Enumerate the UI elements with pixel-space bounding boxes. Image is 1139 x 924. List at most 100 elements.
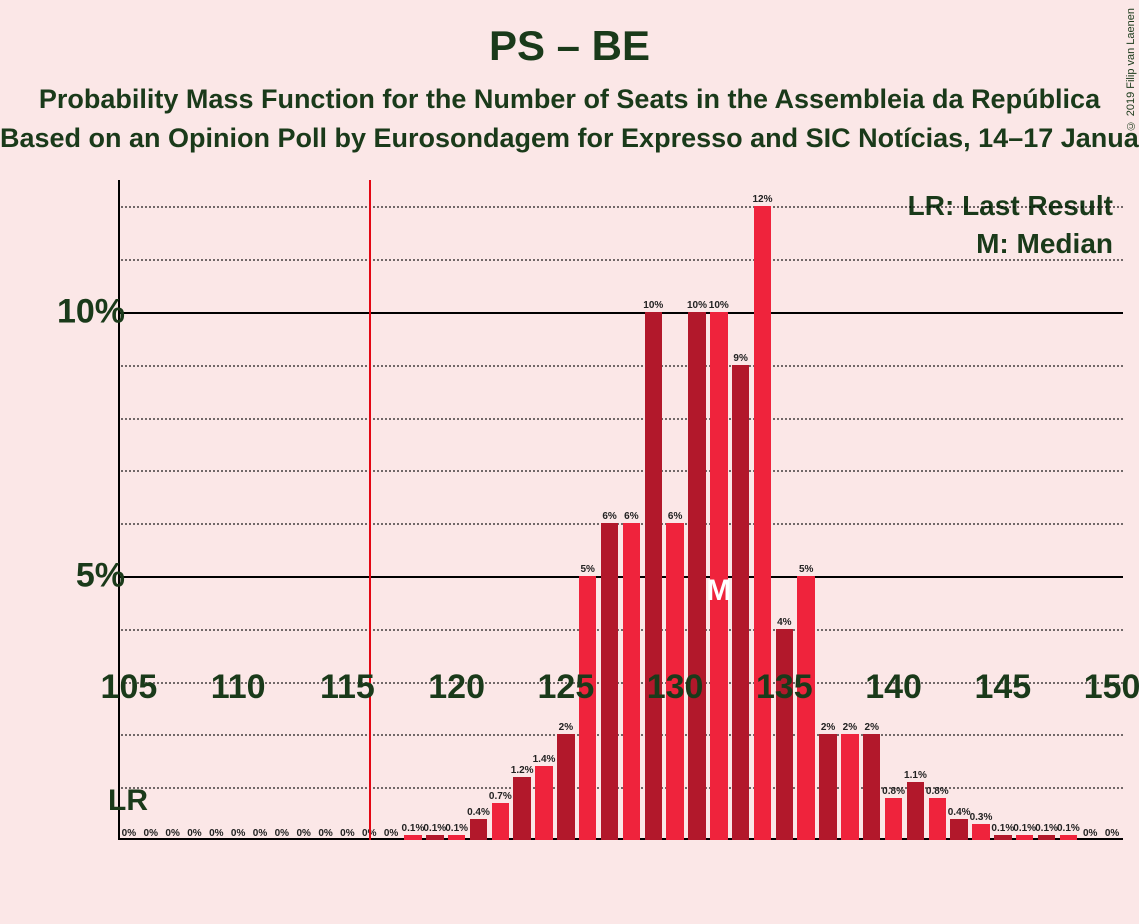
bar: 0.3% — [972, 824, 989, 840]
bar: 10% — [645, 312, 662, 840]
bar-value-label: 0.8% — [926, 786, 949, 798]
grid-major — [118, 576, 1123, 578]
bar-value-label: 0.1% — [423, 823, 446, 835]
x-tick-label: 130 — [647, 668, 704, 707]
grid-minor — [118, 629, 1123, 631]
bar: 0.1% — [1016, 835, 1033, 840]
y-axis-line — [118, 180, 120, 840]
chart-subtitle: Probability Mass Function for the Number… — [0, 70, 1139, 115]
x-tick-label: 120 — [428, 668, 485, 707]
x-tick-label: 150 — [1084, 668, 1139, 707]
x-tick-label: 115 — [320, 668, 375, 707]
bar-value-label: 2% — [865, 722, 879, 734]
x-tick-label: 110 — [211, 668, 266, 707]
bar: 1.2% — [513, 777, 530, 840]
pmf-bar-chart: LR: Last Result M: Median 0%0%0%0%0%0%0%… — [118, 180, 1123, 840]
grid-minor — [118, 418, 1123, 420]
bar: 1.1% — [907, 782, 924, 840]
grid-minor — [118, 470, 1123, 472]
bar-value-label: 0.1% — [1013, 823, 1036, 835]
bar: 0.7% — [492, 803, 509, 840]
bar: 0.1% — [404, 835, 421, 840]
bar-value-label: 0.1% — [991, 823, 1014, 835]
bar-value-label: 0.8% — [882, 786, 905, 798]
bar-value-label: 0.7% — [489, 791, 512, 803]
bar-value-label: 5% — [799, 564, 813, 576]
bar-value-label: 6% — [668, 511, 682, 523]
chart-source: Based on an Opinion Poll by Eurosondagem… — [0, 115, 1139, 154]
bar-value-label: 2% — [821, 722, 835, 734]
bar: 10% — [688, 312, 705, 840]
bar: 1.4% — [535, 766, 552, 840]
last-result-line — [369, 180, 371, 840]
copyright-label: © 2019 Filip van Laenen — [1125, 8, 1137, 131]
bar: 0.8% — [885, 798, 902, 840]
bar-value-label: 0.1% — [1035, 823, 1058, 835]
bar: 0.1% — [1038, 835, 1055, 840]
bar-value-label: 0.1% — [402, 823, 425, 835]
bar: 0.1% — [1060, 835, 1077, 840]
bar: 12% — [754, 206, 771, 840]
bar-value-label: 4% — [777, 617, 791, 629]
bar-value-label: 0% — [275, 828, 289, 840]
bar: 0.8% — [929, 798, 946, 840]
bar-value-label: 0% — [1105, 828, 1119, 840]
bar-value-label: 10% — [643, 300, 663, 312]
bar-value-label: 0% — [253, 828, 267, 840]
bar: 6% — [601, 523, 618, 840]
bar: 9% — [732, 365, 749, 840]
x-tick-label: 135 — [756, 668, 813, 707]
bar-value-label: 12% — [752, 194, 772, 206]
bar-value-label: 0% — [231, 828, 245, 840]
bar-value-label: 2% — [843, 722, 857, 734]
bar-value-label: 9% — [733, 353, 747, 365]
bar-value-label: 0% — [187, 828, 201, 840]
bar: 5% — [579, 576, 596, 840]
bar-value-label: 2% — [559, 722, 573, 734]
bar: 5% — [797, 576, 814, 840]
x-tick-label: 145 — [974, 668, 1031, 707]
bar-value-label: 1.2% — [511, 765, 534, 777]
bar: 0.1% — [426, 835, 443, 840]
bar-value-label: 0.4% — [948, 807, 971, 819]
grid-minor — [118, 787, 1123, 789]
grid-minor — [118, 365, 1123, 367]
bar-value-label: 5% — [580, 564, 594, 576]
bar: 0.1% — [448, 835, 465, 840]
grid-minor — [118, 682, 1123, 684]
grid-minor — [118, 206, 1123, 208]
bar-value-label: 0.4% — [467, 807, 490, 819]
bar: 0.4% — [950, 819, 967, 840]
bar: 0.4% — [470, 819, 487, 840]
bar-value-label: 1.4% — [533, 754, 556, 766]
grid-minor — [118, 259, 1123, 261]
legend-m: M: Median — [976, 228, 1113, 260]
bar: 0.1% — [994, 835, 1011, 840]
bar-value-label: 0% — [1083, 828, 1097, 840]
bar-value-label: 0.1% — [445, 823, 468, 835]
bar-value-label: 0.1% — [1057, 823, 1080, 835]
grid-minor — [118, 734, 1123, 736]
bar: 2% — [557, 734, 574, 840]
bar-value-label: 6% — [624, 511, 638, 523]
median-marker-label: M — [706, 574, 731, 608]
bar-value-label: 0% — [318, 828, 332, 840]
bar-value-label: 0% — [340, 828, 354, 840]
x-tick-label: 105 — [101, 668, 158, 707]
bar: 2% — [841, 734, 858, 840]
grid-minor — [118, 523, 1123, 525]
bar-value-label: 0% — [296, 828, 310, 840]
y-tick-label: 5% — [76, 557, 125, 596]
bar: 6% — [623, 523, 640, 840]
bar-value-label: 10% — [687, 300, 707, 312]
bar-value-label: 0% — [122, 828, 136, 840]
bar-value-label: 0% — [384, 828, 398, 840]
x-tick-label: 125 — [538, 668, 595, 707]
bar-value-label: 0% — [144, 828, 158, 840]
chart-title: PS – BE — [0, 0, 1139, 70]
bar-value-label: 0% — [165, 828, 179, 840]
bar: 2% — [863, 734, 880, 840]
lr-marker-label: LR — [108, 784, 148, 818]
x-tick-label: 140 — [865, 668, 922, 707]
bar-value-label: 6% — [602, 511, 616, 523]
